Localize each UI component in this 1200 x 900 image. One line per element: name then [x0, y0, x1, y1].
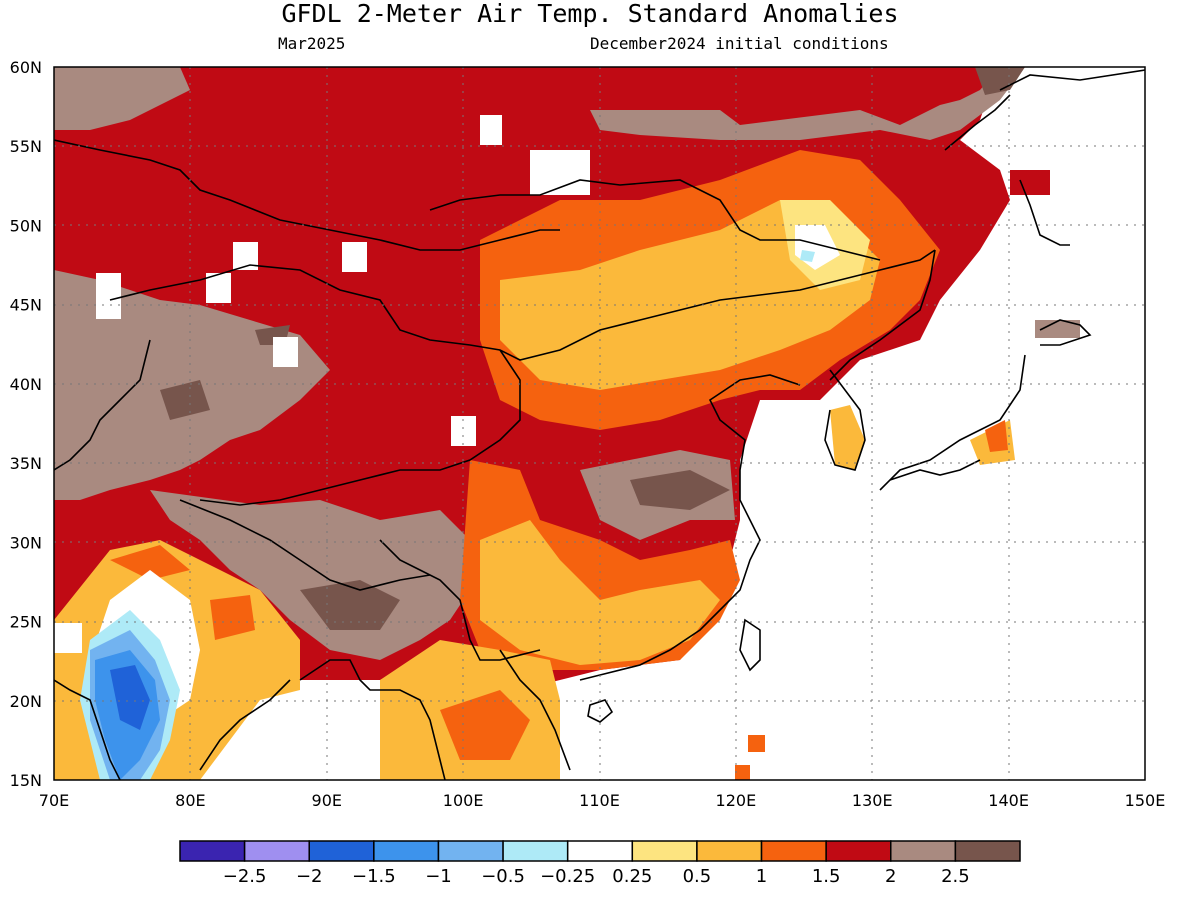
lat-label-50N: 50N: [10, 216, 42, 235]
gridlines: [54, 67, 1145, 780]
colorbar-label: −0.25: [540, 866, 595, 887]
lake-mask-1: [480, 115, 502, 145]
longitude-labels: 70E 80E 90E 100E 110E 120E 130E 140E 150E: [39, 791, 1166, 810]
colorbar-label: 1.5: [812, 866, 841, 887]
region-tibet: [150, 490, 480, 660]
map-frame: [53, 66, 1146, 781]
region-east-china-dark: [630, 470, 730, 510]
colorbar-label: −2: [296, 866, 323, 887]
colorbar-swatch: [243, 840, 310, 862]
colorbar-label: 2.5: [941, 866, 970, 887]
region-japan-orange: [985, 420, 1008, 452]
colorbar-labels: −2.5 −2 −1.5 −1 −0.5 −0.25 0.25 0.5 1 1.5 2 2.5: [223, 866, 970, 887]
region-india-orange-2: [210, 595, 255, 640]
colorbar-label: −0.5: [481, 866, 525, 887]
lat-label-30N: 30N: [10, 533, 42, 552]
lat-label-45N: 45N: [10, 296, 42, 315]
latitude-labels: 15N 20N 25N 30N 35N 40N 45N 50N 55N 60N: [10, 58, 42, 790]
colorbar-swatch: [760, 840, 827, 862]
colorbar-swatch: [437, 840, 504, 862]
region-tibet-dark: [300, 580, 400, 630]
colorbar-label: −1: [425, 866, 452, 887]
lon-label-150E: 150E: [1125, 791, 1166, 810]
lon-label-80E: 80E: [175, 791, 205, 810]
lon-label-140E: 140E: [988, 791, 1029, 810]
lake-mask-4: [96, 273, 121, 319]
region-far-north-dark: [975, 67, 1025, 95]
lake-mask-2: [342, 242, 367, 272]
lake-mask-5: [273, 337, 298, 367]
region-korea: [830, 405, 865, 470]
region-north-brown: [590, 67, 1025, 140]
colorbar-swatch: [179, 840, 246, 862]
lon-label-70E: 70E: [39, 791, 69, 810]
region-sakhalin: [1010, 170, 1050, 195]
region-hokkaido: [1035, 320, 1080, 338]
lat-label-25N: 25N: [10, 613, 42, 632]
colorbar-swatch: [696, 840, 763, 862]
colorbar-swatch: [890, 840, 957, 862]
lon-label-100E: 100E: [443, 791, 484, 810]
anomaly-field: [54, 67, 1145, 780]
region-central-asia-dark: [160, 380, 210, 420]
lon-label-110E: 110E: [579, 791, 620, 810]
lat-label-15N: 15N: [10, 771, 42, 790]
colorbar-swatch: [954, 840, 1021, 862]
map-title: GFDL 2-Meter Air Temp. Standard Anomalie…: [281, 0, 899, 28]
valid-month-label: Mar2025: [278, 34, 346, 53]
colorbar-swatch: [825, 840, 892, 862]
colorbar-swatch: [373, 840, 440, 862]
coastlines: [54, 69, 1145, 780]
colorbar-label: 0.25: [612, 866, 652, 887]
init-conditions-label: December2024 initial conditions: [590, 34, 889, 53]
region-north-china-core: [500, 200, 880, 390]
colorbar-swatch: [308, 840, 375, 862]
lake-mask-8: [54, 623, 82, 653]
colorbar-label: −2.5: [223, 866, 267, 887]
colorbar: [179, 840, 1021, 862]
region-northeast-cyan: [800, 250, 815, 262]
colorbar-label: 2: [885, 866, 896, 887]
region-south-china-yellow: [480, 520, 720, 665]
region-taiwan-2: [735, 765, 750, 780]
region-siberia-west: [54, 67, 190, 130]
colorbar-label: −1.5: [352, 866, 396, 887]
lon-label-90E: 90E: [312, 791, 342, 810]
colorbar-swatch: [566, 840, 634, 862]
lat-label-40N: 40N: [10, 375, 42, 394]
lon-label-120E: 120E: [716, 791, 757, 810]
colorbar-label: 1: [756, 866, 767, 887]
lat-label-20N: 20N: [10, 692, 42, 711]
lake-mask-7: [206, 273, 231, 303]
colorbar-swatch: [502, 840, 569, 862]
region-taiwan: [748, 735, 765, 752]
lat-label-55N: 55N: [10, 137, 42, 156]
lat-label-60N: 60N: [10, 58, 42, 77]
lon-label-130E: 130E: [852, 791, 893, 810]
colorbar-swatch: [631, 840, 698, 862]
colorbar-label: 0.5: [683, 866, 712, 887]
region-india-orange: [110, 545, 190, 580]
lat-label-35N: 35N: [10, 454, 42, 473]
region-india-deepblue: [110, 665, 150, 730]
